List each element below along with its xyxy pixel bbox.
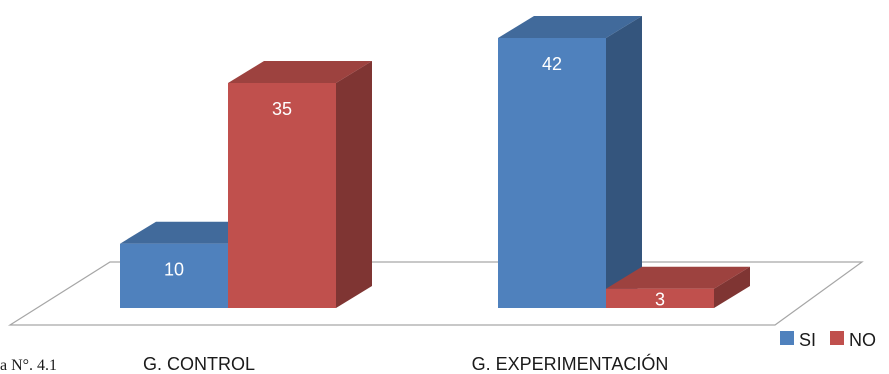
data-label-si-0: 10 xyxy=(164,260,184,280)
bar-top-no-1 xyxy=(606,266,750,289)
legend-label-si: SI xyxy=(799,330,816,350)
legend: SI NO xyxy=(780,330,876,350)
bar-front-no-1 xyxy=(606,288,714,308)
bar-side-no-1 xyxy=(714,266,750,308)
bar-si-1 xyxy=(498,16,642,308)
data-label-si-1: 42 xyxy=(542,54,562,74)
bars-group xyxy=(120,16,750,308)
category-label-experimentacion: G. EXPERIMENTACIÓN xyxy=(472,353,669,374)
bar-front-no-0 xyxy=(228,83,336,308)
data-label-no-0: 35 xyxy=(272,99,292,119)
bar-top-no-0 xyxy=(228,61,372,83)
bar-no-1 xyxy=(606,266,750,308)
bar-side-no-0 xyxy=(336,61,372,308)
legend-label-no: NO xyxy=(849,330,876,350)
bar-front-si-0 xyxy=(120,243,228,308)
category-label-control: G. CONTROL xyxy=(143,354,255,374)
bar-side-si-1 xyxy=(606,16,642,308)
figure-caption-fragment: a N°. 4.1 xyxy=(0,357,57,374)
legend-swatch-no xyxy=(830,331,844,345)
bar-no-0 xyxy=(228,61,372,308)
bar-front-si-1 xyxy=(498,38,606,308)
data-label-no-1: 3 xyxy=(655,289,665,309)
value-labels-group: 10 35 42 3 xyxy=(164,54,665,309)
bar-top-si-1 xyxy=(498,16,642,38)
legend-swatch-si xyxy=(780,331,794,345)
